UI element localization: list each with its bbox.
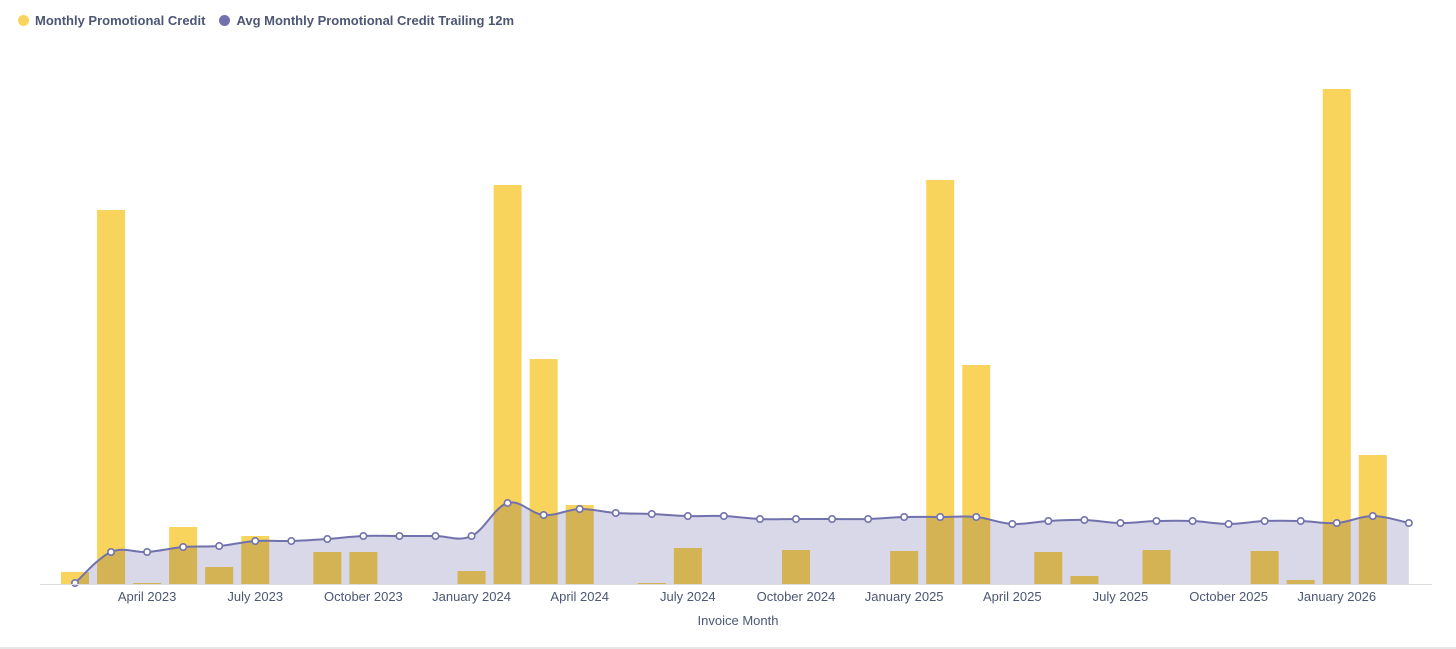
bar-2023-09 [313,552,342,584]
avg-point-2024-06 [647,509,656,518]
x-tick-label: April 2023 [118,589,177,604]
bottom-divider [0,647,1456,649]
bar-2023-03 [97,210,126,584]
bar-2023-04 [133,583,162,584]
bar-2024-06 [637,583,666,584]
avg-point-2025-04 [1008,519,1017,528]
x-tick-label: October 2025 [1189,589,1268,604]
avg-point-2024-04 [575,504,584,513]
bar-2024-07 [673,548,702,584]
avg-point-2025-05 [1044,516,1053,525]
bar-2023-06 [205,567,234,584]
avg-point-2025-10 [1224,519,1233,528]
bar-2026-01 [1322,89,1351,584]
bar-2024-04 [565,505,594,584]
avg-point-2025-08 [1152,516,1161,525]
avg-point-2026-03 [1404,518,1413,527]
x-tick-label: July 2023 [227,589,283,604]
avg-point-2023-09 [323,534,332,543]
avg-point-2023-06 [215,541,224,550]
avg-point-2024-07 [683,511,692,520]
x-tick-label: July 2025 [1093,589,1149,604]
avg-point-2023-12 [431,531,440,540]
avg-point-2023-11 [395,531,404,540]
avg-point-2024-01 [467,531,476,540]
avg-point-2023-02 [71,578,80,587]
avg-point-2025-12 [1296,516,1305,525]
x-tick-label: January 2026 [1297,589,1376,604]
x-tick-label: April 2025 [983,589,1042,604]
avg-point-2024-08 [719,511,728,520]
legend-label-avg-credit: Avg Monthly Promotional Credit Trailing … [236,13,515,28]
avg-point-2025-07 [1116,518,1125,527]
bar-2024-01 [457,571,486,584]
avg-point-2024-11 [828,514,837,523]
legend-label-monthly-credit: Monthly Promotional Credit [35,13,206,28]
avg-point-2023-07 [251,536,260,545]
bar-2025-06 [1070,576,1099,584]
x-tick-label: July 2024 [660,589,716,604]
bar-2025-08 [1142,550,1171,584]
chart-legend: Monthly Promotional Credit Avg Monthly P… [18,13,514,28]
avg-point-2023-04 [143,547,152,556]
avg-point-2023-10 [359,531,368,540]
bar-2025-01 [890,551,919,584]
bar-2024-03 [529,359,558,584]
avg-point-2024-03 [539,510,548,519]
avg-area-fill [75,502,1409,584]
x-axis-title: Invoice Month [698,613,779,628]
avg-point-2025-09 [1188,516,1197,525]
avg-point-2025-06 [1080,515,1089,524]
bar-2025-02 [926,180,955,584]
avg-point-2025-02 [936,512,945,521]
legend-dot-yellow-icon [18,15,29,26]
legend-item-monthly-credit[interactable]: Monthly Promotional Credit [18,13,205,28]
legend-item-avg-credit[interactable]: Avg Monthly Promotional Credit Trailing … [219,13,514,28]
bar-2025-12 [1286,580,1315,584]
avg-point-2025-11 [1260,516,1269,525]
bar-2023-10 [349,552,378,584]
x-tick-label: January 2025 [865,589,944,604]
avg-point-2023-03 [107,547,116,556]
avg-point-2024-12 [864,514,873,523]
avg-point-2023-08 [287,536,296,545]
bar-2025-05 [1034,552,1063,584]
bar-2025-11 [1250,551,1279,584]
x-tick-label: April 2024 [550,589,609,604]
x-tick-label: January 2024 [432,589,511,604]
bar-2024-10 [782,550,810,584]
bars-group [61,89,1387,584]
avg-point-2024-10 [791,514,800,523]
avg-point-2025-03 [972,512,981,521]
bar-2023-05 [169,527,198,584]
avg-point-2026-01 [1332,518,1341,527]
avg-point-2026-02 [1368,511,1377,520]
x-tick-label: October 2023 [324,589,403,604]
legend-dot-purple-icon [219,15,231,26]
avg-point-2024-05 [611,508,620,517]
avg-point-2025-01 [900,512,909,521]
bar-2024-02 [493,185,522,584]
avg-point-2024-02 [503,498,512,507]
bar-2025-03 [962,365,991,584]
avg-point-2023-05 [179,542,188,551]
avg-point-2024-09 [755,514,764,523]
x-tick-label: October 2024 [757,589,836,604]
